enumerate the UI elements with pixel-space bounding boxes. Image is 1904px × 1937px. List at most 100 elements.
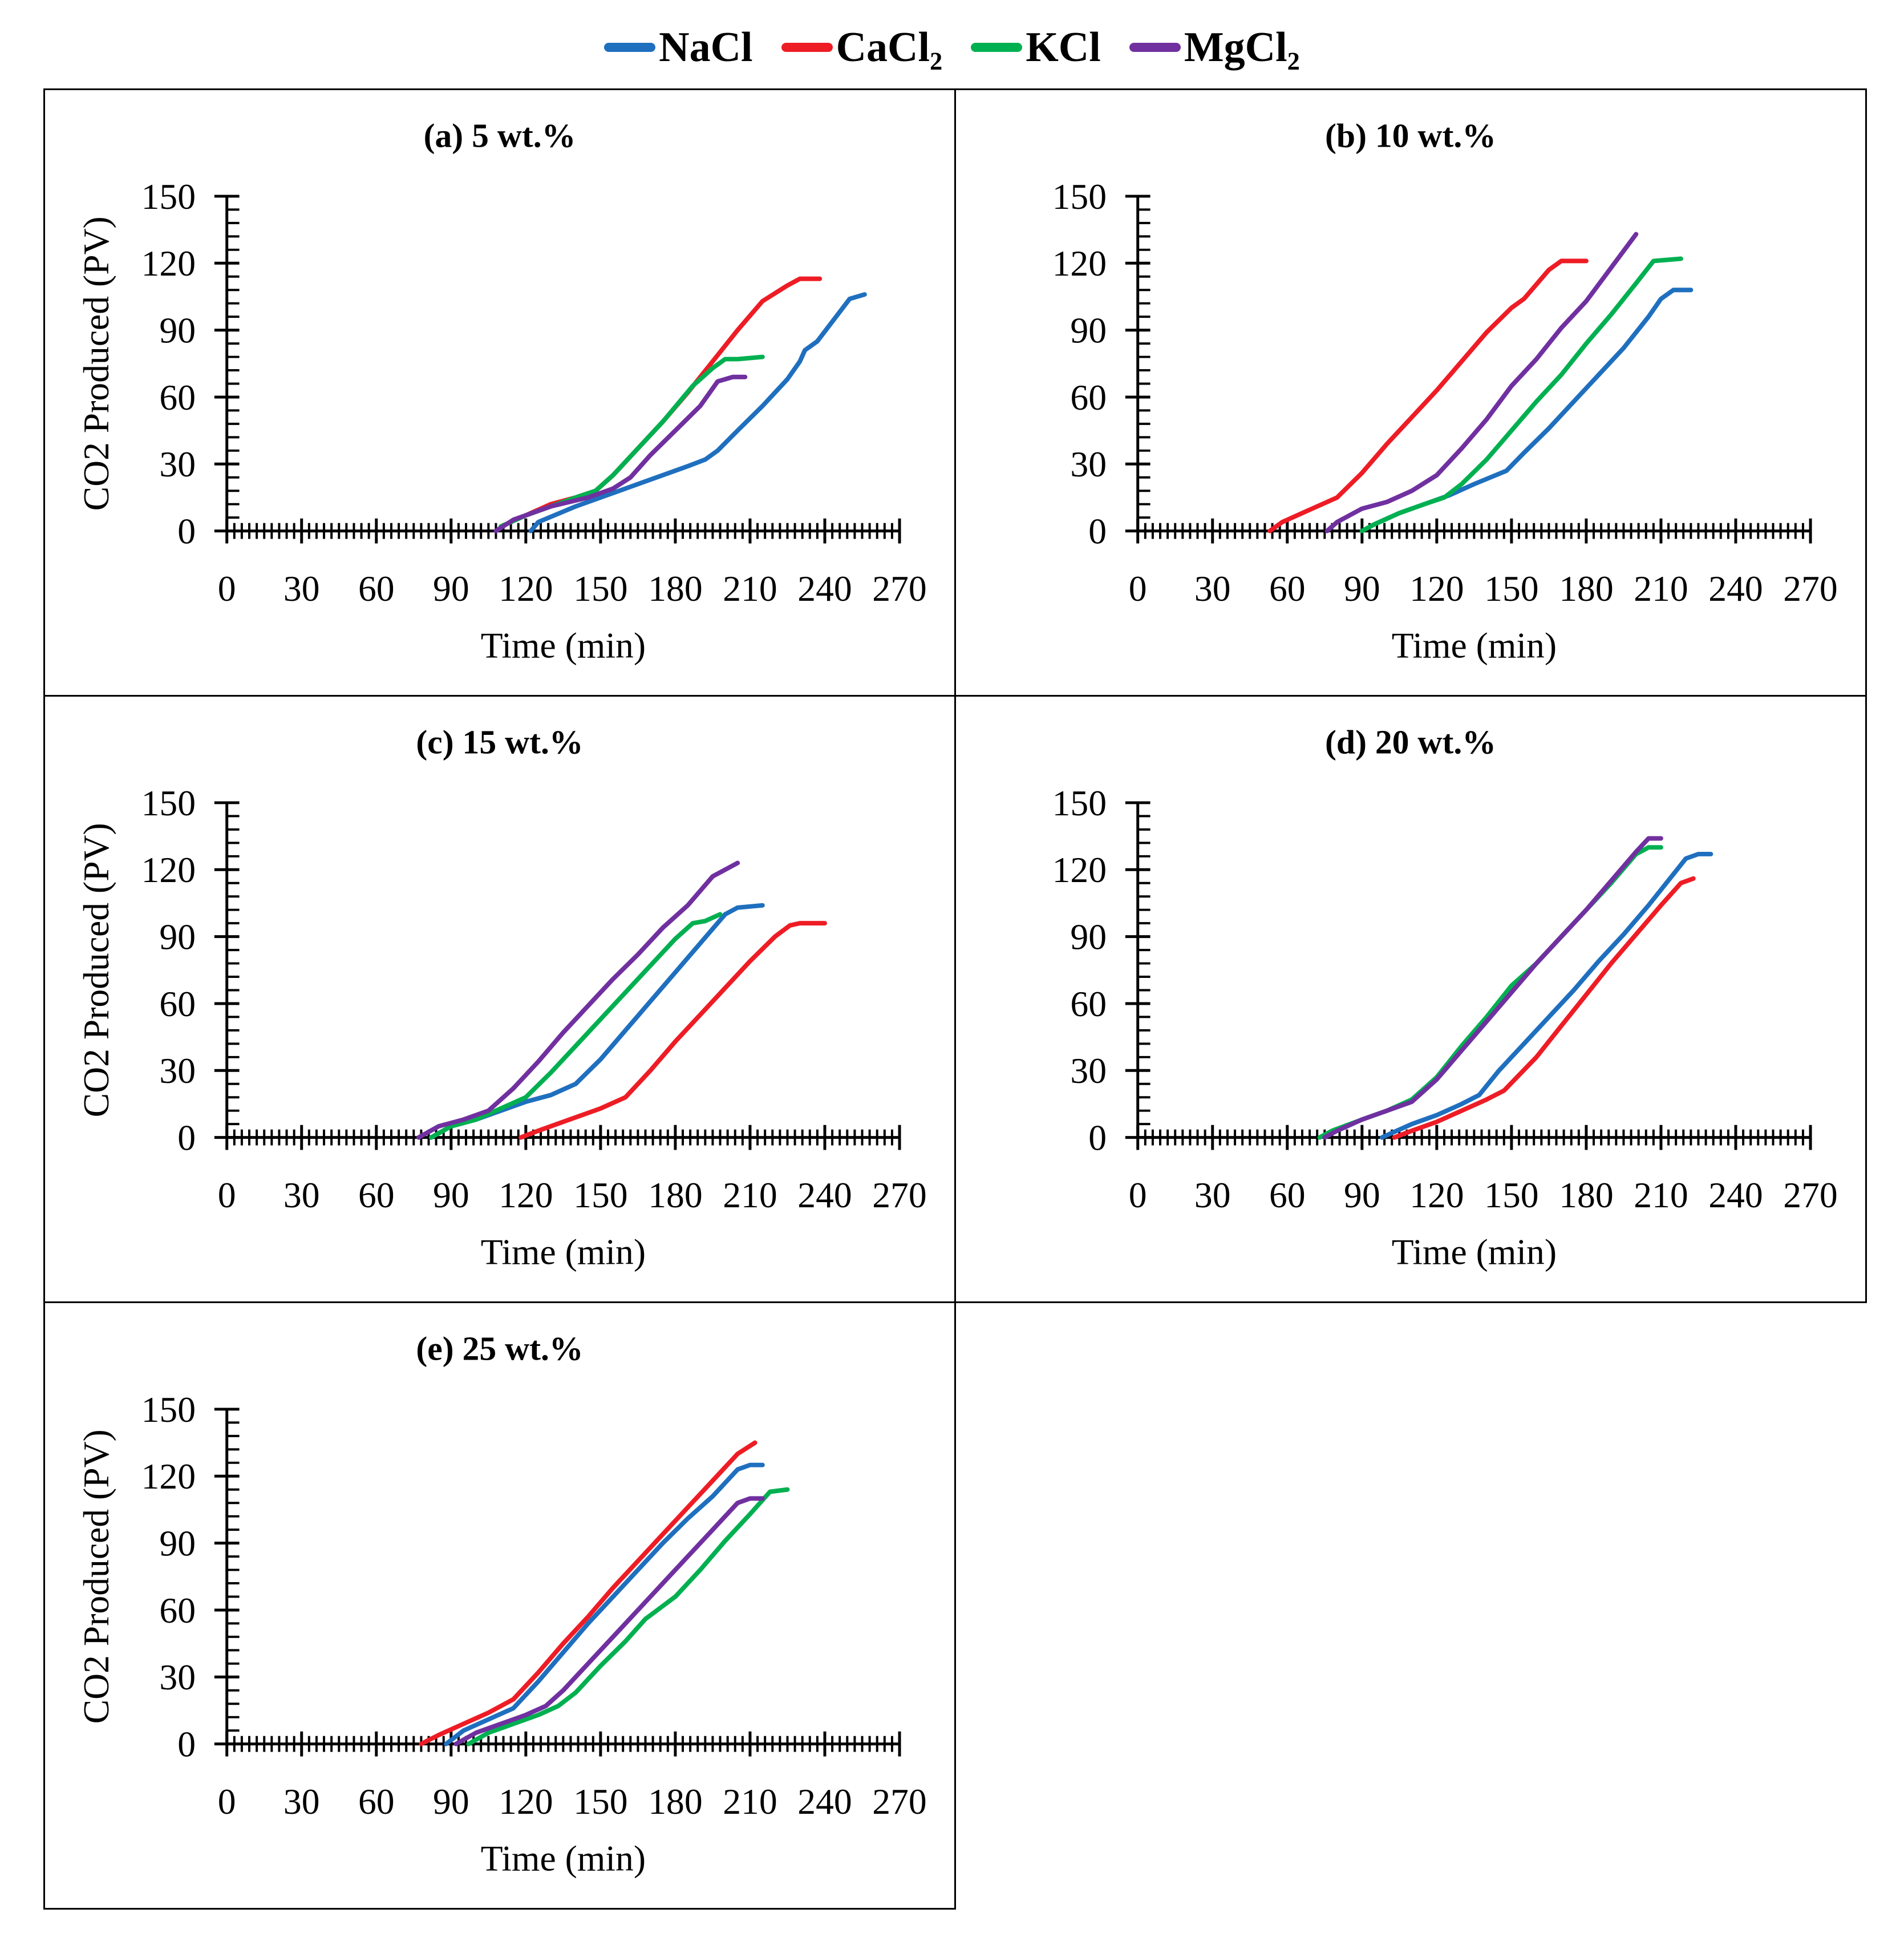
legend-label: KCl	[1026, 23, 1101, 71]
y-tick-label: 90	[159, 1523, 196, 1563]
legend-item: MgCl₂	[1129, 23, 1300, 72]
x-tick-label: 210	[1634, 568, 1688, 609]
series-line-kcl	[1359, 256, 1683, 533]
series-line-nacl	[444, 1462, 765, 1746]
x-tick-label: 0	[218, 568, 236, 609]
y-tick-label: 0	[1088, 511, 1107, 552]
y-tick-label: 150	[141, 1389, 196, 1430]
y-tick-label: 30	[159, 1050, 196, 1091]
y-tick-label: 0	[177, 1118, 196, 1158]
x-tick-label: 90	[433, 568, 469, 609]
legend-label: MgCl₂	[1184, 23, 1300, 71]
y-tick-label: 0	[177, 1724, 196, 1765]
x-tick-label: 90	[1344, 1175, 1380, 1215]
y-tick-label: 150	[141, 176, 196, 217]
x-tick-label: 270	[872, 568, 926, 609]
x-tick-label: 240	[797, 568, 852, 609]
y-tick-label: 120	[1052, 243, 1107, 284]
y-tick-label: 60	[159, 377, 196, 418]
x-tick-label: 30	[1194, 1175, 1231, 1215]
x-tick-label: 210	[723, 1175, 777, 1215]
y-tick-label: 0	[177, 511, 196, 552]
panel-d: (d) 20 wt.% 0 30 60 90 120 150 180 210 240 270 0 30 6…	[954, 695, 1867, 1303]
series-line-mgcl	[1322, 836, 1663, 1140]
x-tick-label: 60	[358, 1781, 395, 1822]
x-tick-label: 270	[872, 1175, 926, 1215]
chart-svg: (e) 25 wt.% 0 30 60 90 120 150 180 210 240 270 0 30 6…	[76, 1329, 927, 1878]
chart-title: (e) 25 wt.%	[416, 1329, 583, 1367]
legend-label: NaCl	[659, 23, 753, 71]
x-tick-label: 210	[723, 568, 777, 609]
series-line-cacl	[1392, 876, 1696, 1140]
x-tick-label: 30	[283, 1175, 320, 1215]
x-tick-label: 120	[499, 568, 553, 609]
x-tick-label: 270	[872, 1781, 926, 1822]
x-tick-label: 180	[648, 568, 702, 609]
y-axis-title: CO2 Produced (PV)	[76, 823, 116, 1117]
x-tick-label: 240	[1708, 1175, 1763, 1215]
y-tick-label: 60	[1070, 377, 1107, 418]
series-line-kcl	[428, 912, 723, 1140]
series-line-nacl	[528, 292, 867, 533]
x-tick-label: 240	[797, 1781, 852, 1822]
y-tick-label: 90	[159, 310, 196, 350]
panel-b: (b) 10 wt.% 0 30 60 90 120 150 180 210 240 270 0 30 6…	[954, 88, 1867, 697]
y-tick-label: 30	[1070, 1050, 1107, 1091]
y-axis-title: CO2 Produced (PV)	[76, 1429, 116, 1724]
x-tick-label: 150	[1484, 1175, 1538, 1215]
y-tick-label: 120	[141, 850, 196, 890]
x-tick-label: 60	[1269, 568, 1306, 609]
x-tick-label: 180	[1559, 568, 1613, 609]
y-tick-label: 120	[141, 1456, 196, 1497]
y-tick-label: 120	[141, 243, 196, 284]
chart-svg: (d) 20 wt.% 0 30 60 90 120 150 180 210 240 270 0 30 6…	[1052, 723, 1838, 1272]
y-tick-label: 150	[1052, 176, 1107, 217]
y-axis-title: CO2 Produced (PV)	[76, 216, 116, 511]
chart-svg: (a) 5 wt.% 0 30 60 90 120 150 180 210 240 270 0 30 60…	[76, 116, 927, 665]
series-line-kcl	[466, 1487, 790, 1746]
x-tick-label: 270	[1783, 568, 1837, 609]
x-tick-label: 90	[433, 1175, 469, 1215]
y-tick-label: 60	[1070, 984, 1107, 1024]
y-tick-label: 30	[1070, 444, 1107, 484]
y-tick-label: 30	[159, 1657, 196, 1697]
legend-swatch	[781, 43, 833, 52]
x-tick-label: 30	[1194, 568, 1231, 609]
y-tick-label: 0	[1088, 1118, 1107, 1158]
x-tick-label: 150	[1484, 568, 1538, 609]
x-axis-title: Time (min)	[481, 625, 646, 665]
x-tick-label: 90	[1344, 568, 1380, 609]
panel-a: (a) 5 wt.% 0 30 60 90 120 150 180 210 240 270 0 30 60…	[43, 88, 956, 697]
x-tick-label: 240	[1708, 568, 1763, 609]
series-line-cacl	[419, 1440, 757, 1746]
series-line-mgcl	[1324, 232, 1639, 533]
series-line-cacl	[1267, 258, 1589, 533]
chart-title: (b) 10 wt.%	[1325, 116, 1496, 154]
x-tick-label: 120	[499, 1781, 553, 1822]
series-line-mgcl	[453, 1496, 765, 1746]
x-tick-label: 60	[1269, 1175, 1306, 1215]
x-tick-label: 30	[283, 568, 320, 609]
x-tick-label: 180	[648, 1781, 702, 1822]
x-tick-label: 180	[648, 1175, 702, 1215]
x-tick-label: 120	[1409, 568, 1464, 609]
y-tick-label: 90	[159, 916, 196, 957]
series-line-kcl	[1317, 845, 1663, 1140]
x-tick-label: 210	[1634, 1175, 1688, 1215]
y-tick-label: 120	[1052, 850, 1107, 890]
y-tick-label: 30	[159, 444, 196, 484]
panel-c: (c) 15 wt.% 0 30 60 90 120 150 180 210 240 270 0 30 6…	[43, 695, 956, 1303]
x-tick-label: 180	[1559, 1175, 1613, 1215]
x-tick-label: 150	[573, 1175, 627, 1215]
x-tick-label: 0	[1129, 1175, 1147, 1215]
x-tick-label: 120	[499, 1175, 553, 1215]
series-line-cacl	[499, 276, 823, 529]
panel-e: (e) 25 wt.% 0 30 60 90 120 150 180 210 240 270 0 30 6…	[43, 1301, 956, 1910]
x-tick-label: 210	[723, 1781, 777, 1822]
x-tick-label: 60	[358, 568, 395, 609]
x-axis-title: Time (min)	[1392, 1231, 1557, 1272]
legend-item: CaCl₂	[781, 23, 942, 72]
chart-svg: (b) 10 wt.% 0 30 60 90 120 150 180 210 240 270 0 30 6…	[1052, 116, 1838, 665]
x-tick-label: 0	[218, 1175, 236, 1215]
x-axis-title: Time (min)	[481, 1231, 646, 1272]
